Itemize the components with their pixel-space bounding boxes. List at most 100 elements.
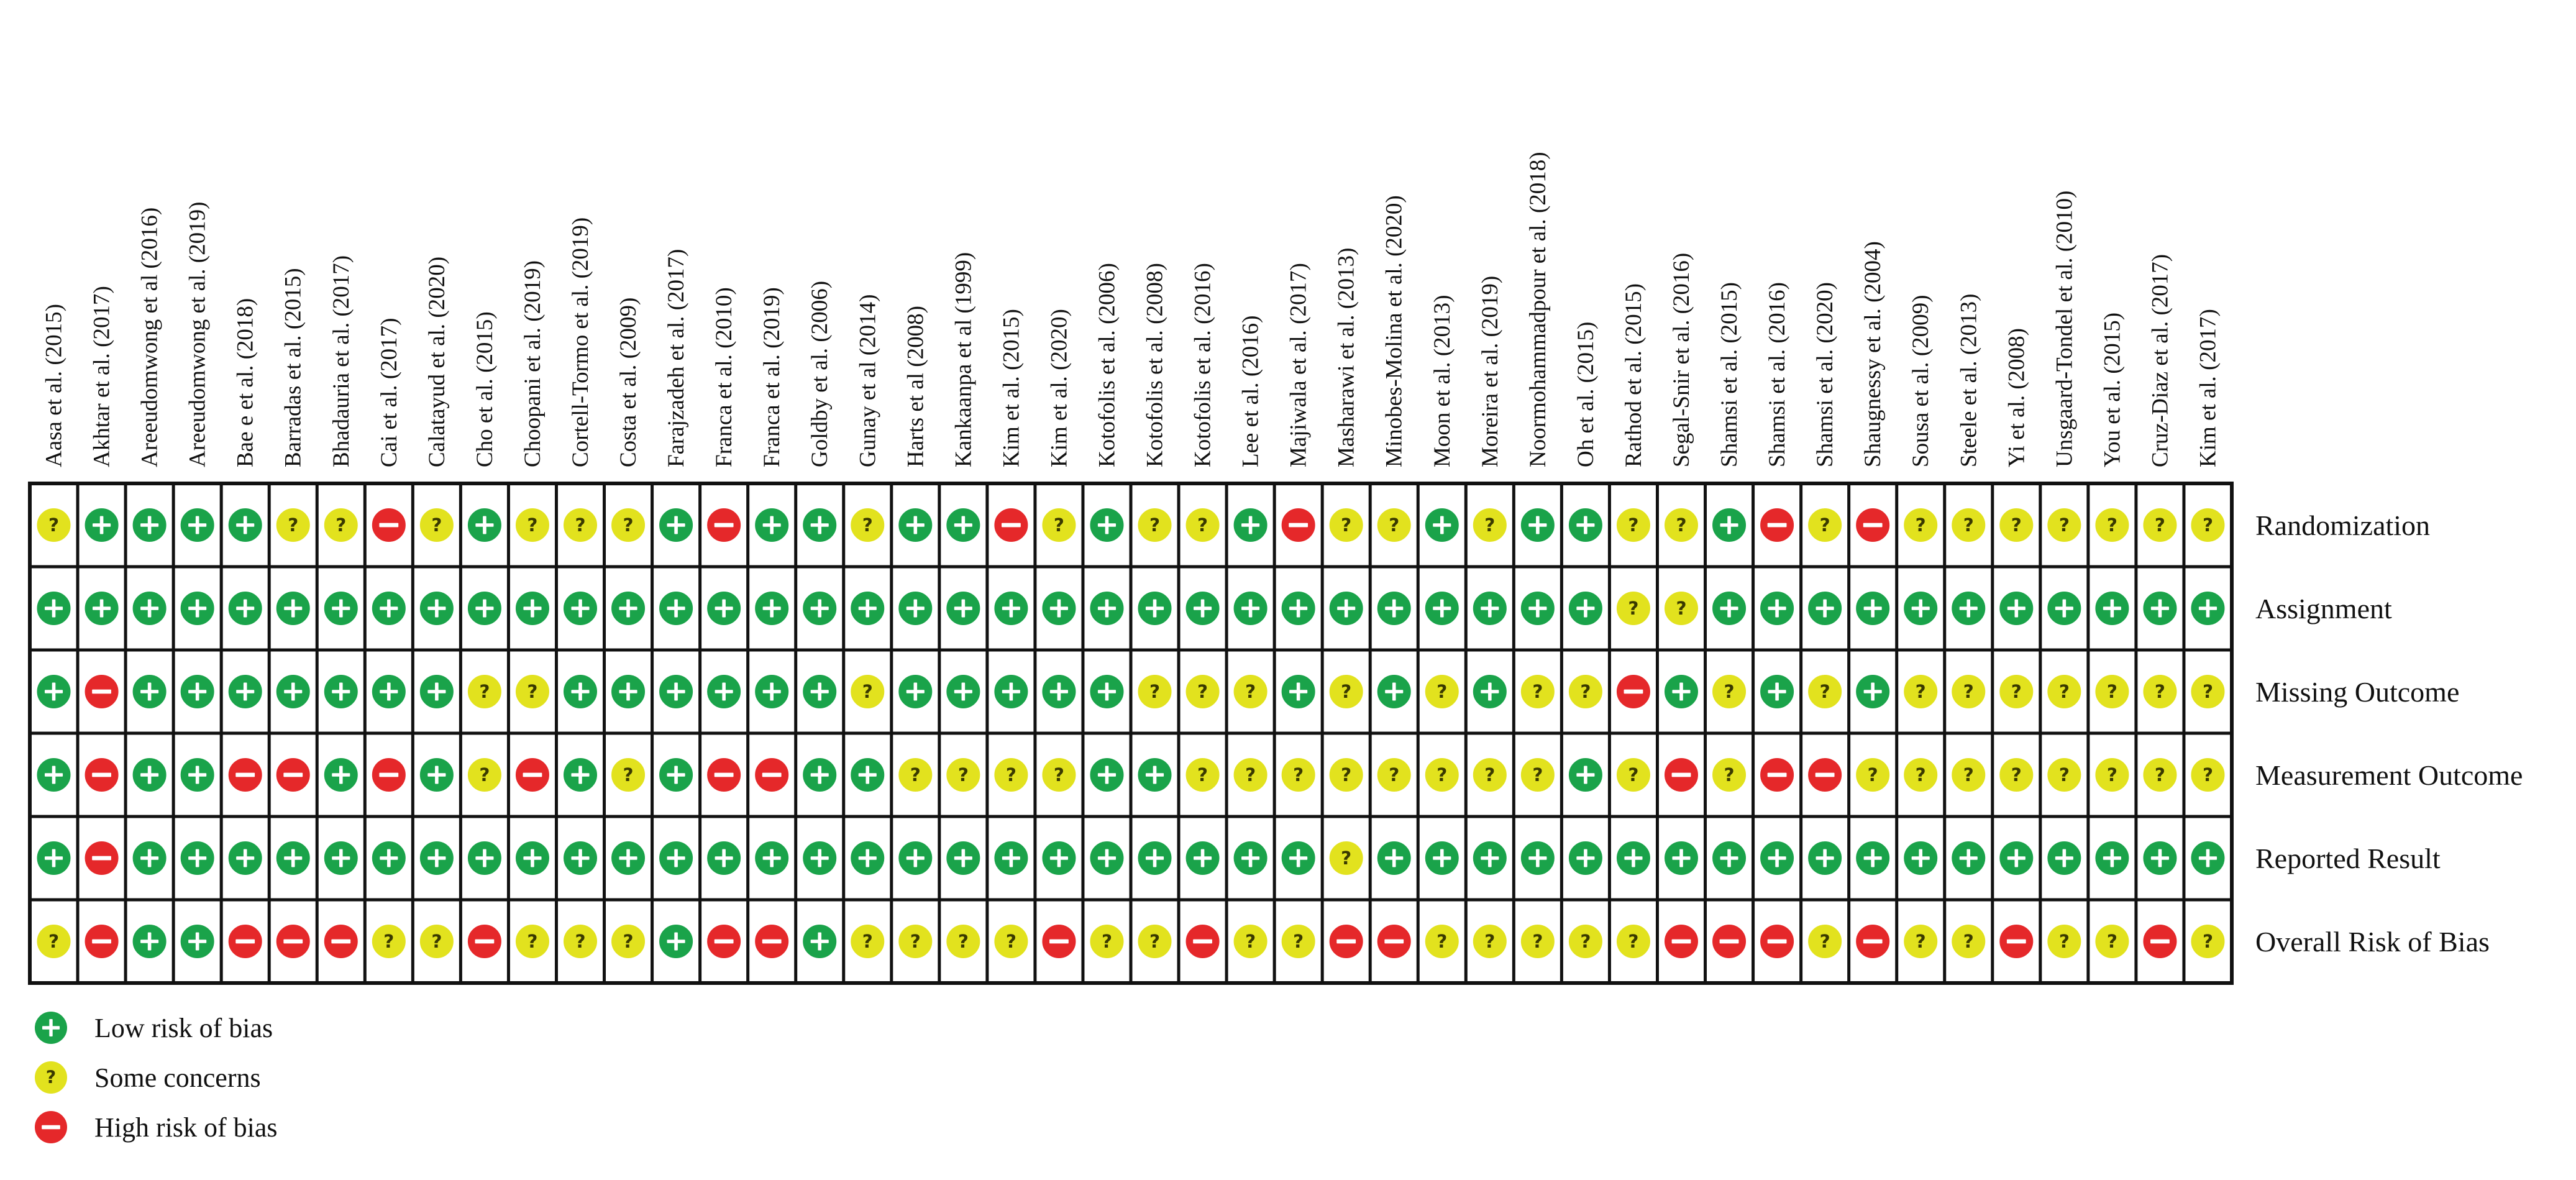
some-concerns-icon: ?: [1328, 507, 1364, 543]
high-risk-icon: [1759, 507, 1796, 543]
svg-text:?: ?: [910, 931, 921, 952]
low-risk-icon: [2046, 590, 2083, 626]
svg-text:?: ?: [2107, 681, 2117, 702]
some-concerns-icon: ?: [2046, 923, 2083, 959]
low-risk-icon: [466, 590, 503, 626]
svg-text:?: ?: [1628, 598, 1638, 619]
domain-label: Assignment: [2255, 593, 2392, 624]
svg-text:?: ?: [958, 764, 969, 785]
svg-text:?: ?: [1820, 515, 1830, 536]
svg-text:?: ?: [2155, 515, 2165, 536]
some-concerns-icon: ?: [610, 757, 647, 793]
some-concerns-icon: ?: [897, 757, 934, 793]
low-risk-icon: [1567, 757, 1604, 793]
study-label: Steele et al. (2013): [1956, 294, 1981, 467]
some-concerns-icon: ?: [1232, 674, 1269, 710]
low-risk-icon: [993, 840, 1030, 876]
some-concerns-icon: ?: [1855, 757, 1891, 793]
some-concerns-icon: ?: [322, 507, 359, 543]
low-risk-icon: [1711, 507, 1748, 543]
svg-text:?: ?: [1436, 681, 1447, 702]
svg-text:?: ?: [2107, 764, 2117, 785]
low-risk-icon: [897, 840, 934, 876]
svg-text:?: ?: [2059, 681, 2070, 702]
study-label: Costa et al. (2009): [616, 298, 641, 467]
high-risk-icon: [83, 674, 120, 710]
svg-text:?: ?: [1102, 931, 1112, 952]
low-risk-icon: [514, 590, 550, 626]
svg-text:?: ?: [1245, 931, 1256, 952]
some-concerns-icon: ?: [1328, 757, 1364, 793]
high-risk-icon: [1759, 757, 1796, 793]
svg-text:?: ?: [2155, 681, 2165, 702]
svg-text:?: ?: [1963, 764, 1974, 785]
high-risk-icon: [514, 757, 550, 793]
svg-text:?: ?: [1532, 764, 1543, 785]
high-risk-icon: [34, 1110, 68, 1145]
some-concerns-icon: ?: [1041, 507, 1077, 543]
svg-text:?: ?: [2203, 515, 2213, 536]
low-risk-icon: [322, 590, 359, 626]
low-risk-icon: [754, 674, 790, 710]
some-concerns-icon: ?: [1423, 674, 1460, 710]
svg-text:?: ?: [1916, 931, 1926, 952]
low-risk-icon: [2142, 590, 2178, 626]
low-risk-icon: [131, 507, 168, 543]
svg-text:?: ?: [1963, 931, 1974, 952]
high-risk-icon: [1855, 923, 1891, 959]
low-risk-icon: [1089, 507, 1125, 543]
some-concerns-icon: ?: [849, 674, 886, 710]
low-risk-icon: [370, 674, 407, 710]
some-concerns-icon: ?: [1471, 507, 1508, 543]
study-label: Shamsi et al. (2020): [1812, 282, 1838, 467]
some-concerns-icon: ?: [1184, 674, 1221, 710]
high-risk-icon: [1328, 923, 1364, 959]
some-concerns-icon: ?: [1902, 674, 1939, 710]
high-risk-icon: [706, 757, 742, 793]
study-label: Shamsi et al. (2015): [1717, 282, 1742, 467]
low-risk-icon: [1519, 840, 1556, 876]
high-risk-icon: [1855, 507, 1891, 543]
svg-text:?: ?: [1197, 515, 1208, 536]
low-risk-icon: [418, 757, 455, 793]
some-concerns-icon: ?: [35, 923, 72, 959]
some-concerns-icon: ?: [2046, 757, 2083, 793]
high-risk-icon: [1280, 507, 1317, 543]
low-risk-icon: [658, 590, 695, 626]
study-label: Kotofolis et al. (2008): [1143, 263, 1168, 467]
svg-text:?: ?: [2107, 931, 2117, 952]
some-concerns-icon: ?: [1902, 757, 1939, 793]
some-concerns-icon: ?: [1615, 757, 1651, 793]
low-risk-icon: [1567, 507, 1604, 543]
svg-text:?: ?: [623, 764, 634, 785]
study-label: Moreira et al. (2019): [1478, 276, 1503, 467]
some-concerns-icon: ?: [2190, 507, 2226, 543]
some-concerns-icon: ?: [2142, 757, 2178, 793]
low-risk-icon: [562, 590, 598, 626]
some-concerns-icon: ?: [1089, 923, 1125, 959]
low-risk-icon: [466, 840, 503, 876]
legend-label: Low risk of bias: [94, 1013, 273, 1043]
some-concerns-icon: ?: [1615, 590, 1651, 626]
some-concerns-icon: ?: [2046, 507, 2083, 543]
high-risk-icon: [227, 923, 263, 959]
svg-text:?: ?: [1484, 931, 1495, 952]
low-risk-icon: [562, 840, 598, 876]
low-risk-icon: [706, 590, 742, 626]
low-risk-icon: [1232, 507, 1269, 543]
svg-text:?: ?: [1054, 764, 1064, 785]
low-risk-icon: [179, 674, 216, 710]
some-concerns-icon: ?: [2094, 674, 2131, 710]
some-concerns-icon: ?: [945, 757, 982, 793]
low-risk-icon: [227, 590, 263, 626]
low-risk-icon: [1136, 840, 1173, 876]
high-risk-icon: [993, 507, 1030, 543]
low-risk-icon: [993, 590, 1030, 626]
svg-text:?: ?: [1149, 931, 1160, 952]
high-risk-icon: [1041, 923, 1077, 959]
svg-text:?: ?: [862, 931, 873, 952]
low-risk-icon: [802, 674, 838, 710]
low-risk-icon: [1807, 590, 1843, 626]
some-concerns-icon: ?: [1902, 923, 1939, 959]
some-concerns-icon: ?: [1519, 757, 1556, 793]
